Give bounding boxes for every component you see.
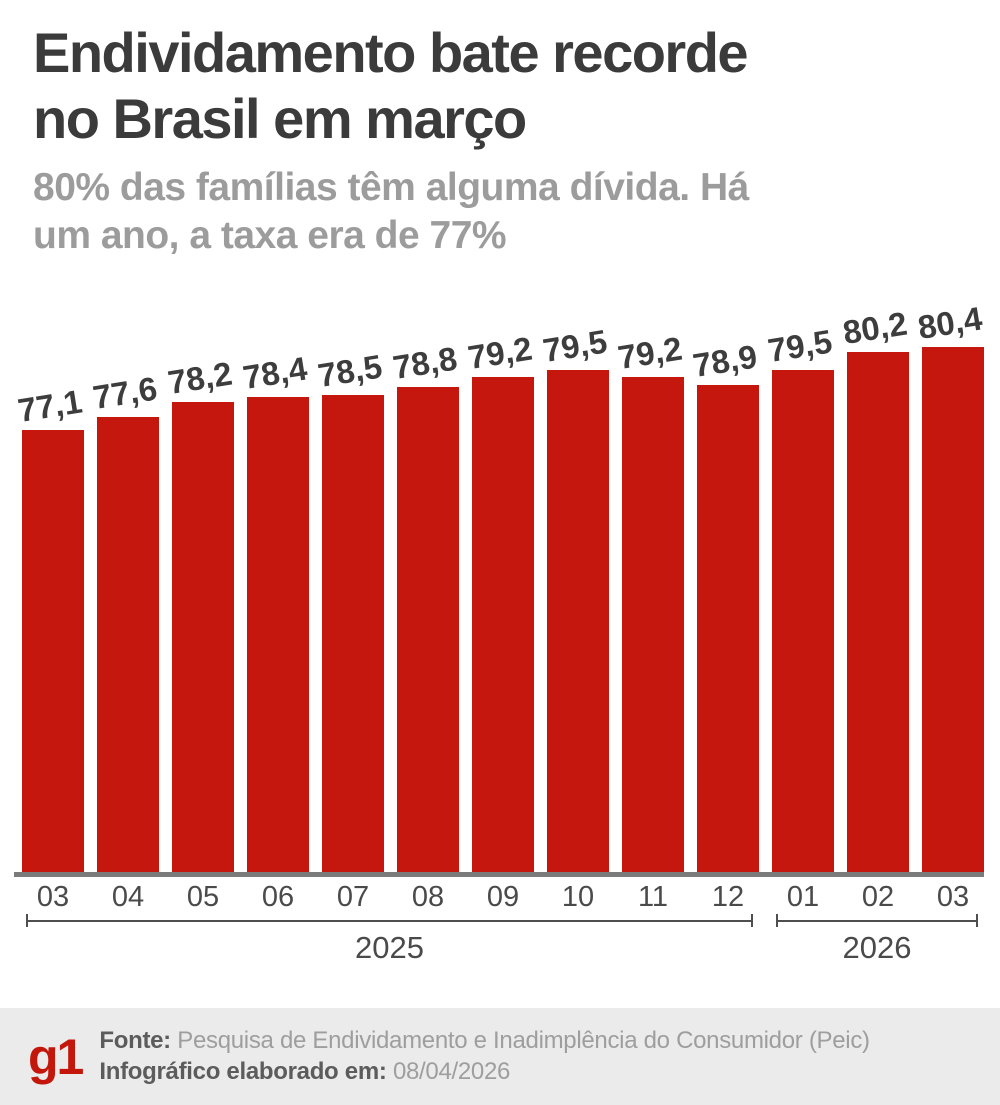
bar xyxy=(847,352,909,872)
bar-value-label: 80,2 xyxy=(840,304,910,352)
bar xyxy=(172,402,234,872)
x-axis-label: 03 xyxy=(36,881,70,913)
subtitle-line-2: um ano, a taxa era de 77% xyxy=(33,214,507,258)
source-value: Pesquisa de Endividamento e Inadimplênci… xyxy=(177,1027,870,1055)
bar-value-label: 77,1 xyxy=(15,382,85,430)
bar-value-label: 79,5 xyxy=(540,322,610,370)
subtitle-line-1: 80% das famílias têm alguma dívida. Há xyxy=(33,166,749,210)
x-axis-label: 08 xyxy=(411,881,445,913)
bar xyxy=(772,370,834,872)
bar xyxy=(397,387,459,872)
x-axis-label: 06 xyxy=(261,881,295,913)
year-label: 2026 xyxy=(842,930,912,965)
bar-value-label: 78,8 xyxy=(390,339,460,387)
bar-value-label: 77,6 xyxy=(90,369,160,417)
bar xyxy=(697,385,759,872)
x-axis-label: 04 xyxy=(111,881,145,913)
bar xyxy=(922,347,984,872)
header: Endividamento bate recorde no Brasil em … xyxy=(33,20,980,260)
date-value: 08/04/2026 xyxy=(392,1057,511,1085)
bar-value-label: 80,4 xyxy=(915,299,985,347)
source-line: Fonte: Pesquisa de Endividamento e Inadi… xyxy=(99,1026,870,1056)
bar xyxy=(622,377,684,872)
year-label: 2025 xyxy=(355,930,424,965)
x-axis-label: 02 xyxy=(861,881,895,913)
title-line-1: Endividamento bate recorde xyxy=(33,21,749,84)
bar-value-label: 78,4 xyxy=(240,349,310,397)
page-title: Endividamento bate recorde no Brasil em … xyxy=(33,20,980,152)
date-label: Infográfico elaborado em: xyxy=(99,1057,387,1085)
x-axis-label: 03 xyxy=(936,881,970,913)
bar-value-label: 78,2 xyxy=(165,354,235,402)
year-bracket xyxy=(776,914,978,927)
x-axis-line xyxy=(14,872,984,877)
x-axis-label: 09 xyxy=(486,881,520,913)
x-axis-label: 05 xyxy=(186,881,220,913)
bar-value-label: 79,5 xyxy=(765,322,835,370)
x-axis-label: 01 xyxy=(786,881,820,913)
date-line: Infográfico elaborado em: 08/04/2026 xyxy=(99,1057,869,1087)
bar xyxy=(322,395,384,872)
bar xyxy=(472,377,534,872)
source-label: Fonte: xyxy=(99,1027,171,1055)
bar xyxy=(247,397,309,872)
source-block: Fonte: Pesquisa de Endividamento e Inadi… xyxy=(99,1026,870,1087)
x-axis-label: 11 xyxy=(637,881,669,913)
footer: g1 Fonte: Pesquisa de Endividamento e In… xyxy=(0,1008,1000,1105)
x-axis-label: 10 xyxy=(561,881,595,913)
bar xyxy=(22,430,84,872)
bar-value-label: 79,2 xyxy=(465,329,535,377)
bar-value-label: 79,2 xyxy=(615,329,685,377)
bar-value-label: 78,9 xyxy=(690,337,760,385)
title-line-2: no Brasil em março xyxy=(33,87,527,151)
g1-logo: g1 xyxy=(28,1028,84,1085)
bar xyxy=(97,417,159,872)
x-axis-label: 12 xyxy=(711,881,745,913)
year-bracket xyxy=(26,914,753,927)
bar xyxy=(547,370,609,872)
bar-value-label: 78,5 xyxy=(315,347,385,395)
x-axis-label: 07 xyxy=(336,881,370,913)
page-subtitle: 80% das famílias têm alguma dívida. Há u… xyxy=(33,164,980,260)
